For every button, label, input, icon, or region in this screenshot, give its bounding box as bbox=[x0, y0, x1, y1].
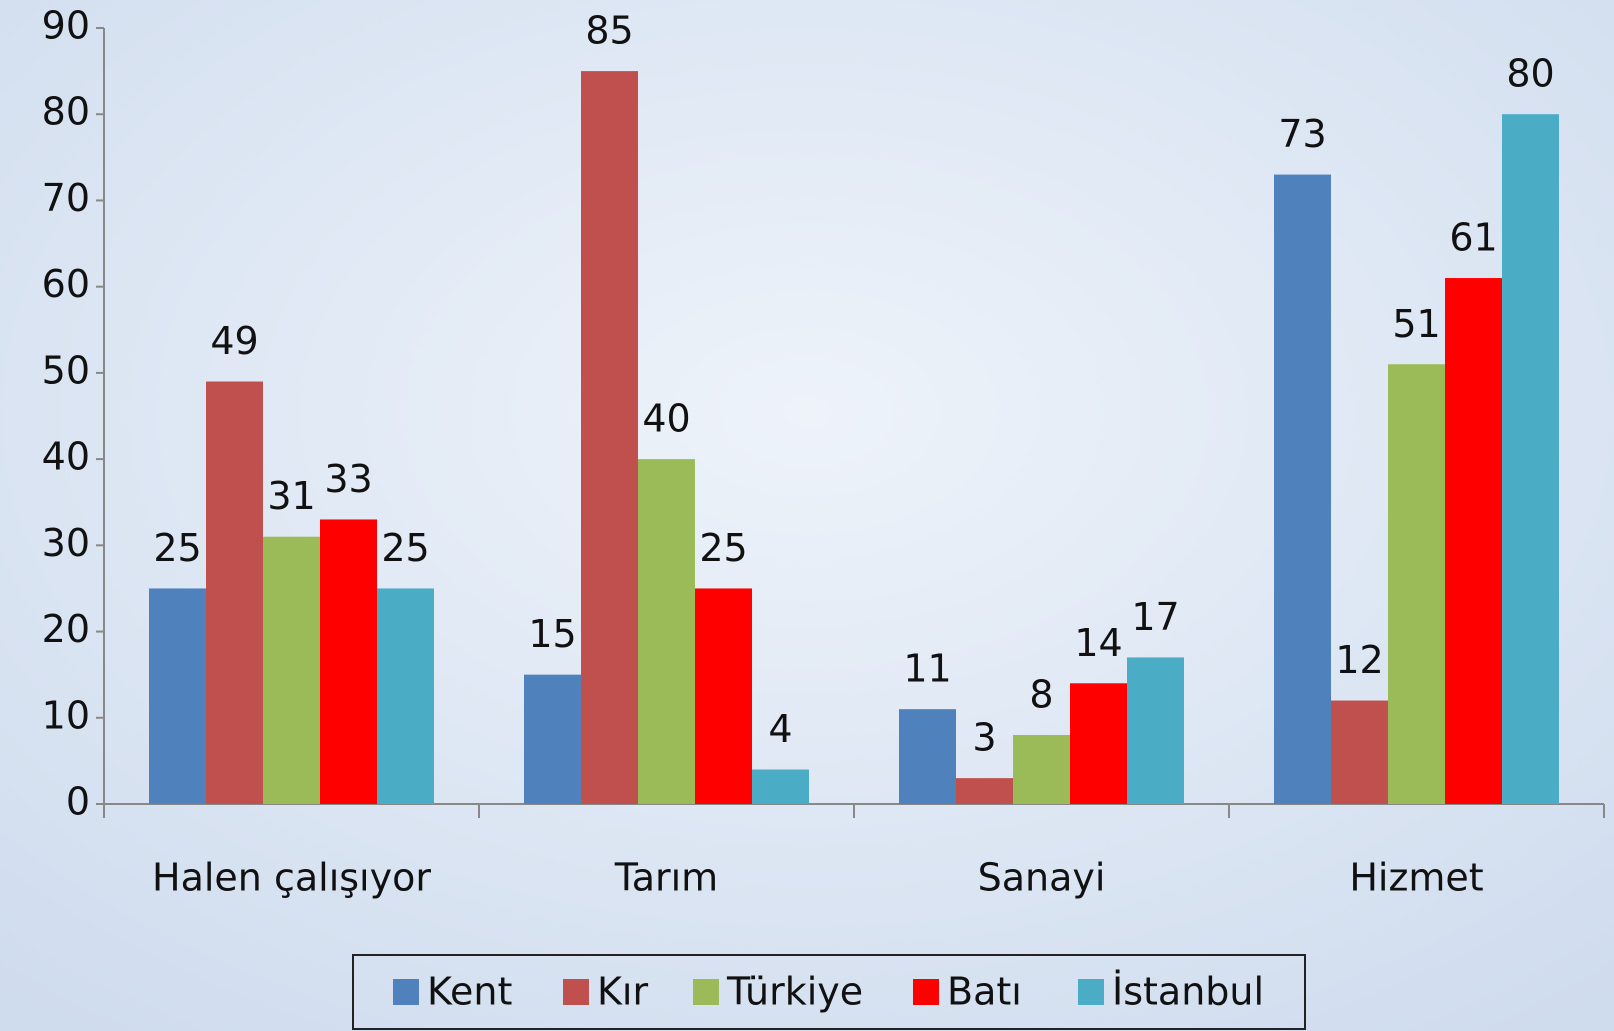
value-label: 25 bbox=[153, 526, 201, 570]
value-label: 40 bbox=[642, 397, 690, 441]
bar bbox=[206, 382, 263, 804]
legend-swatch bbox=[913, 979, 939, 1005]
chart: 0102030405060708090Halen çalışıyor254931… bbox=[0, 0, 1614, 1031]
bar bbox=[1331, 701, 1388, 804]
value-label: 8 bbox=[1029, 673, 1053, 717]
value-label: 61 bbox=[1449, 216, 1497, 260]
value-label: 15 bbox=[528, 612, 576, 656]
bar bbox=[695, 588, 752, 804]
value-label: 49 bbox=[210, 319, 258, 363]
bar bbox=[149, 588, 206, 804]
bar bbox=[1274, 175, 1331, 804]
value-label: 3 bbox=[972, 716, 996, 760]
y-tick-label: 50 bbox=[42, 348, 90, 392]
legend-swatch bbox=[1078, 979, 1104, 1005]
value-label: 33 bbox=[324, 457, 372, 501]
x-tick-label: Hizmet bbox=[1349, 856, 1483, 900]
bar bbox=[752, 770, 809, 804]
y-tick-label: 10 bbox=[42, 693, 90, 737]
legend-swatch bbox=[393, 979, 419, 1005]
y-tick-label: 30 bbox=[42, 521, 90, 565]
bar bbox=[1445, 278, 1502, 804]
bar bbox=[524, 675, 581, 804]
bar bbox=[377, 588, 434, 804]
y-tick-label: 20 bbox=[42, 607, 90, 651]
value-label: 11 bbox=[903, 647, 951, 691]
value-label: 25 bbox=[699, 526, 747, 570]
value-label: 12 bbox=[1335, 638, 1383, 682]
bar bbox=[1013, 735, 1070, 804]
bar bbox=[1127, 657, 1184, 804]
legend-swatch bbox=[693, 979, 719, 1005]
bar bbox=[638, 459, 695, 804]
value-label: 80 bbox=[1506, 52, 1554, 96]
y-tick-label: 90 bbox=[42, 4, 90, 48]
y-tick-label: 0 bbox=[66, 780, 90, 824]
bar bbox=[1502, 114, 1559, 804]
bar bbox=[320, 519, 377, 804]
value-label: 4 bbox=[768, 707, 792, 751]
y-tick-label: 70 bbox=[42, 176, 90, 220]
value-label: 85 bbox=[585, 9, 633, 53]
y-tick-label: 80 bbox=[42, 90, 90, 134]
legend-swatch bbox=[563, 979, 589, 1005]
legend-label: Kent bbox=[427, 970, 512, 1014]
bar bbox=[1388, 364, 1445, 804]
value-label: 51 bbox=[1392, 302, 1440, 346]
y-tick-label: 60 bbox=[42, 262, 90, 306]
bar bbox=[263, 537, 320, 804]
bar bbox=[956, 778, 1013, 804]
value-label: 73 bbox=[1278, 112, 1326, 156]
value-label: 25 bbox=[381, 526, 429, 570]
legend-label: İstanbul bbox=[1112, 970, 1264, 1014]
y-tick-label: 40 bbox=[42, 435, 90, 479]
x-tick-label: Halen çalışıyor bbox=[152, 856, 431, 900]
bar bbox=[581, 71, 638, 804]
bar bbox=[899, 709, 956, 804]
x-tick-label: Tarım bbox=[614, 856, 718, 900]
value-label: 17 bbox=[1131, 595, 1179, 639]
legend-label: Batı bbox=[947, 970, 1022, 1014]
x-tick-label: Sanayi bbox=[978, 856, 1106, 900]
value-label: 31 bbox=[267, 474, 315, 518]
legend-label: Türkiye bbox=[726, 970, 863, 1014]
bar bbox=[1070, 683, 1127, 804]
value-label: 14 bbox=[1074, 621, 1122, 665]
legend-label: Kır bbox=[597, 970, 648, 1014]
